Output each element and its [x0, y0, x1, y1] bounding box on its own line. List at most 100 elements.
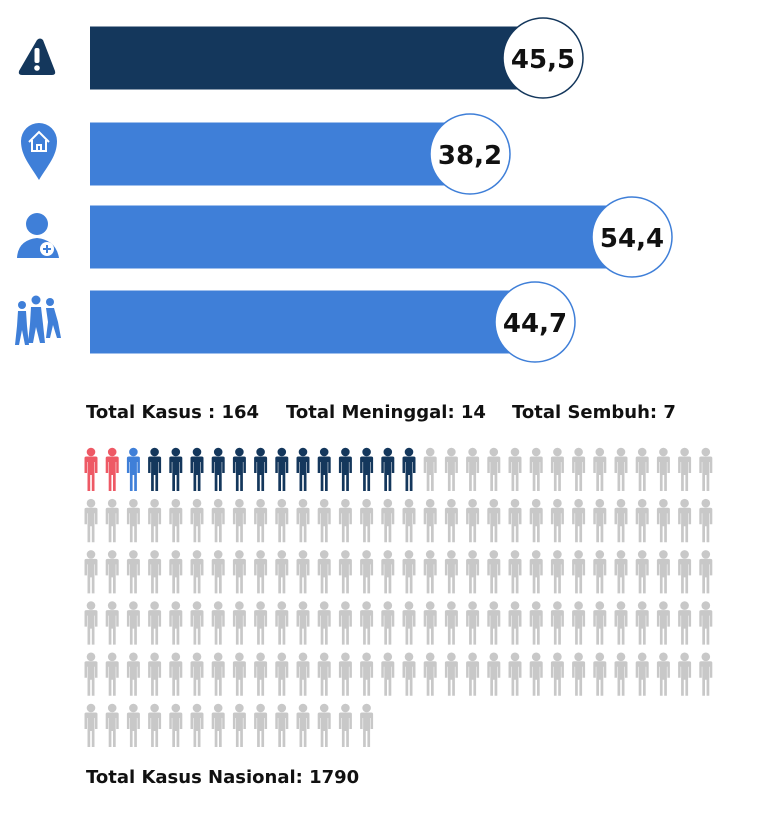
- person-icon: [635, 447, 649, 491]
- person-icon: [529, 601, 543, 645]
- person-icon: [656, 498, 670, 543]
- person-icon: [84, 703, 98, 747]
- person-icon: [126, 550, 140, 594]
- person-icon: [360, 447, 374, 491]
- person-icon: [232, 447, 246, 491]
- person-icon: [360, 498, 374, 543]
- person-icon: [423, 447, 437, 491]
- person-icon: [402, 601, 416, 645]
- person-icon: [699, 498, 713, 543]
- person-icon: [84, 601, 98, 645]
- person-icon: [105, 498, 119, 543]
- person-icon: [211, 447, 225, 491]
- person-icon: [402, 550, 416, 594]
- person-icon: [275, 447, 289, 491]
- person-icon: [169, 601, 183, 645]
- person-icon: [656, 447, 670, 491]
- person-icon: [593, 601, 607, 645]
- person-icon: [190, 550, 204, 594]
- person-icon: [593, 550, 607, 594]
- person-icon: [550, 550, 564, 594]
- person-icon: [105, 652, 119, 696]
- person-icon: [466, 550, 480, 594]
- person-icon: [360, 703, 374, 747]
- person-icon: [254, 447, 268, 491]
- person-icon: [529, 498, 543, 543]
- person-icon: [423, 550, 437, 594]
- person-icon: [211, 652, 225, 696]
- person-icon: [84, 447, 98, 491]
- person-icon: [148, 447, 162, 491]
- person-icon: [296, 601, 310, 645]
- person-icon: [656, 550, 670, 594]
- person-icon: [381, 447, 395, 491]
- person-icon: [360, 550, 374, 594]
- person-icon: [444, 550, 458, 594]
- person-icon: [508, 550, 522, 594]
- person-icon: [211, 550, 225, 594]
- person-icon: [614, 498, 628, 543]
- person-icon: [211, 703, 225, 747]
- person-icon: [254, 652, 268, 696]
- person-icon: [699, 550, 713, 594]
- person-icon: [444, 498, 458, 543]
- bar-rect-2: [90, 122, 472, 186]
- person-icon: [211, 601, 225, 645]
- person-icon: [656, 652, 670, 696]
- person-icon: [105, 601, 119, 645]
- value-label-2: 38,2: [438, 141, 502, 171]
- person-icon: [317, 498, 331, 543]
- person-icon: [678, 601, 692, 645]
- person-icon: [550, 652, 564, 696]
- person-icon: [317, 550, 331, 594]
- person-icon: [593, 498, 607, 543]
- person-icon: [254, 550, 268, 594]
- person-icon: [296, 447, 310, 491]
- person-icon: [678, 550, 692, 594]
- person-icon: [296, 550, 310, 594]
- value-bubble-2: [429, 113, 511, 195]
- person-icon: [466, 498, 480, 543]
- person-icon: [338, 703, 352, 747]
- person-icon: [360, 652, 374, 696]
- person-icon: [148, 652, 162, 696]
- person-icon: [529, 652, 543, 696]
- person-icon: [593, 447, 607, 491]
- person-icon: [169, 498, 183, 543]
- person-icon: [550, 447, 564, 491]
- person-icon: [381, 601, 395, 645]
- total-sembuh-label: Total Sembuh: 7: [512, 402, 676, 423]
- bar-4: 44,7: [90, 281, 576, 363]
- person-icon: [84, 550, 98, 594]
- person-icon: [635, 652, 649, 696]
- person-icon: [572, 447, 586, 491]
- person-icon: [126, 703, 140, 747]
- person-icon: [254, 601, 268, 645]
- person-icon: [614, 652, 628, 696]
- person-icon: [190, 447, 204, 491]
- person-icon: [487, 447, 501, 491]
- person-icon: [423, 498, 437, 543]
- person-icon: [529, 447, 543, 491]
- person-icon: [466, 447, 480, 491]
- person-icon: [126, 652, 140, 696]
- person-icon: [105, 447, 119, 491]
- person-icon: [275, 498, 289, 543]
- person-icon: [487, 652, 501, 696]
- bar-3: 54,4: [90, 196, 673, 278]
- warning-icon: [18, 38, 56, 75]
- person-icon: [572, 652, 586, 696]
- crowd-walking-icon: [15, 295, 61, 345]
- person-icon: [444, 447, 458, 491]
- person-icon: [381, 498, 395, 543]
- person-icon: [275, 601, 289, 645]
- person-icon: [699, 447, 713, 491]
- person-icon: [338, 601, 352, 645]
- bar-rect-1: [90, 26, 545, 90]
- value-label-4: 44,7: [503, 309, 567, 339]
- person-icon: [402, 498, 416, 543]
- person-icon: [678, 498, 692, 543]
- person-icon: [487, 498, 501, 543]
- person-icon: [402, 652, 416, 696]
